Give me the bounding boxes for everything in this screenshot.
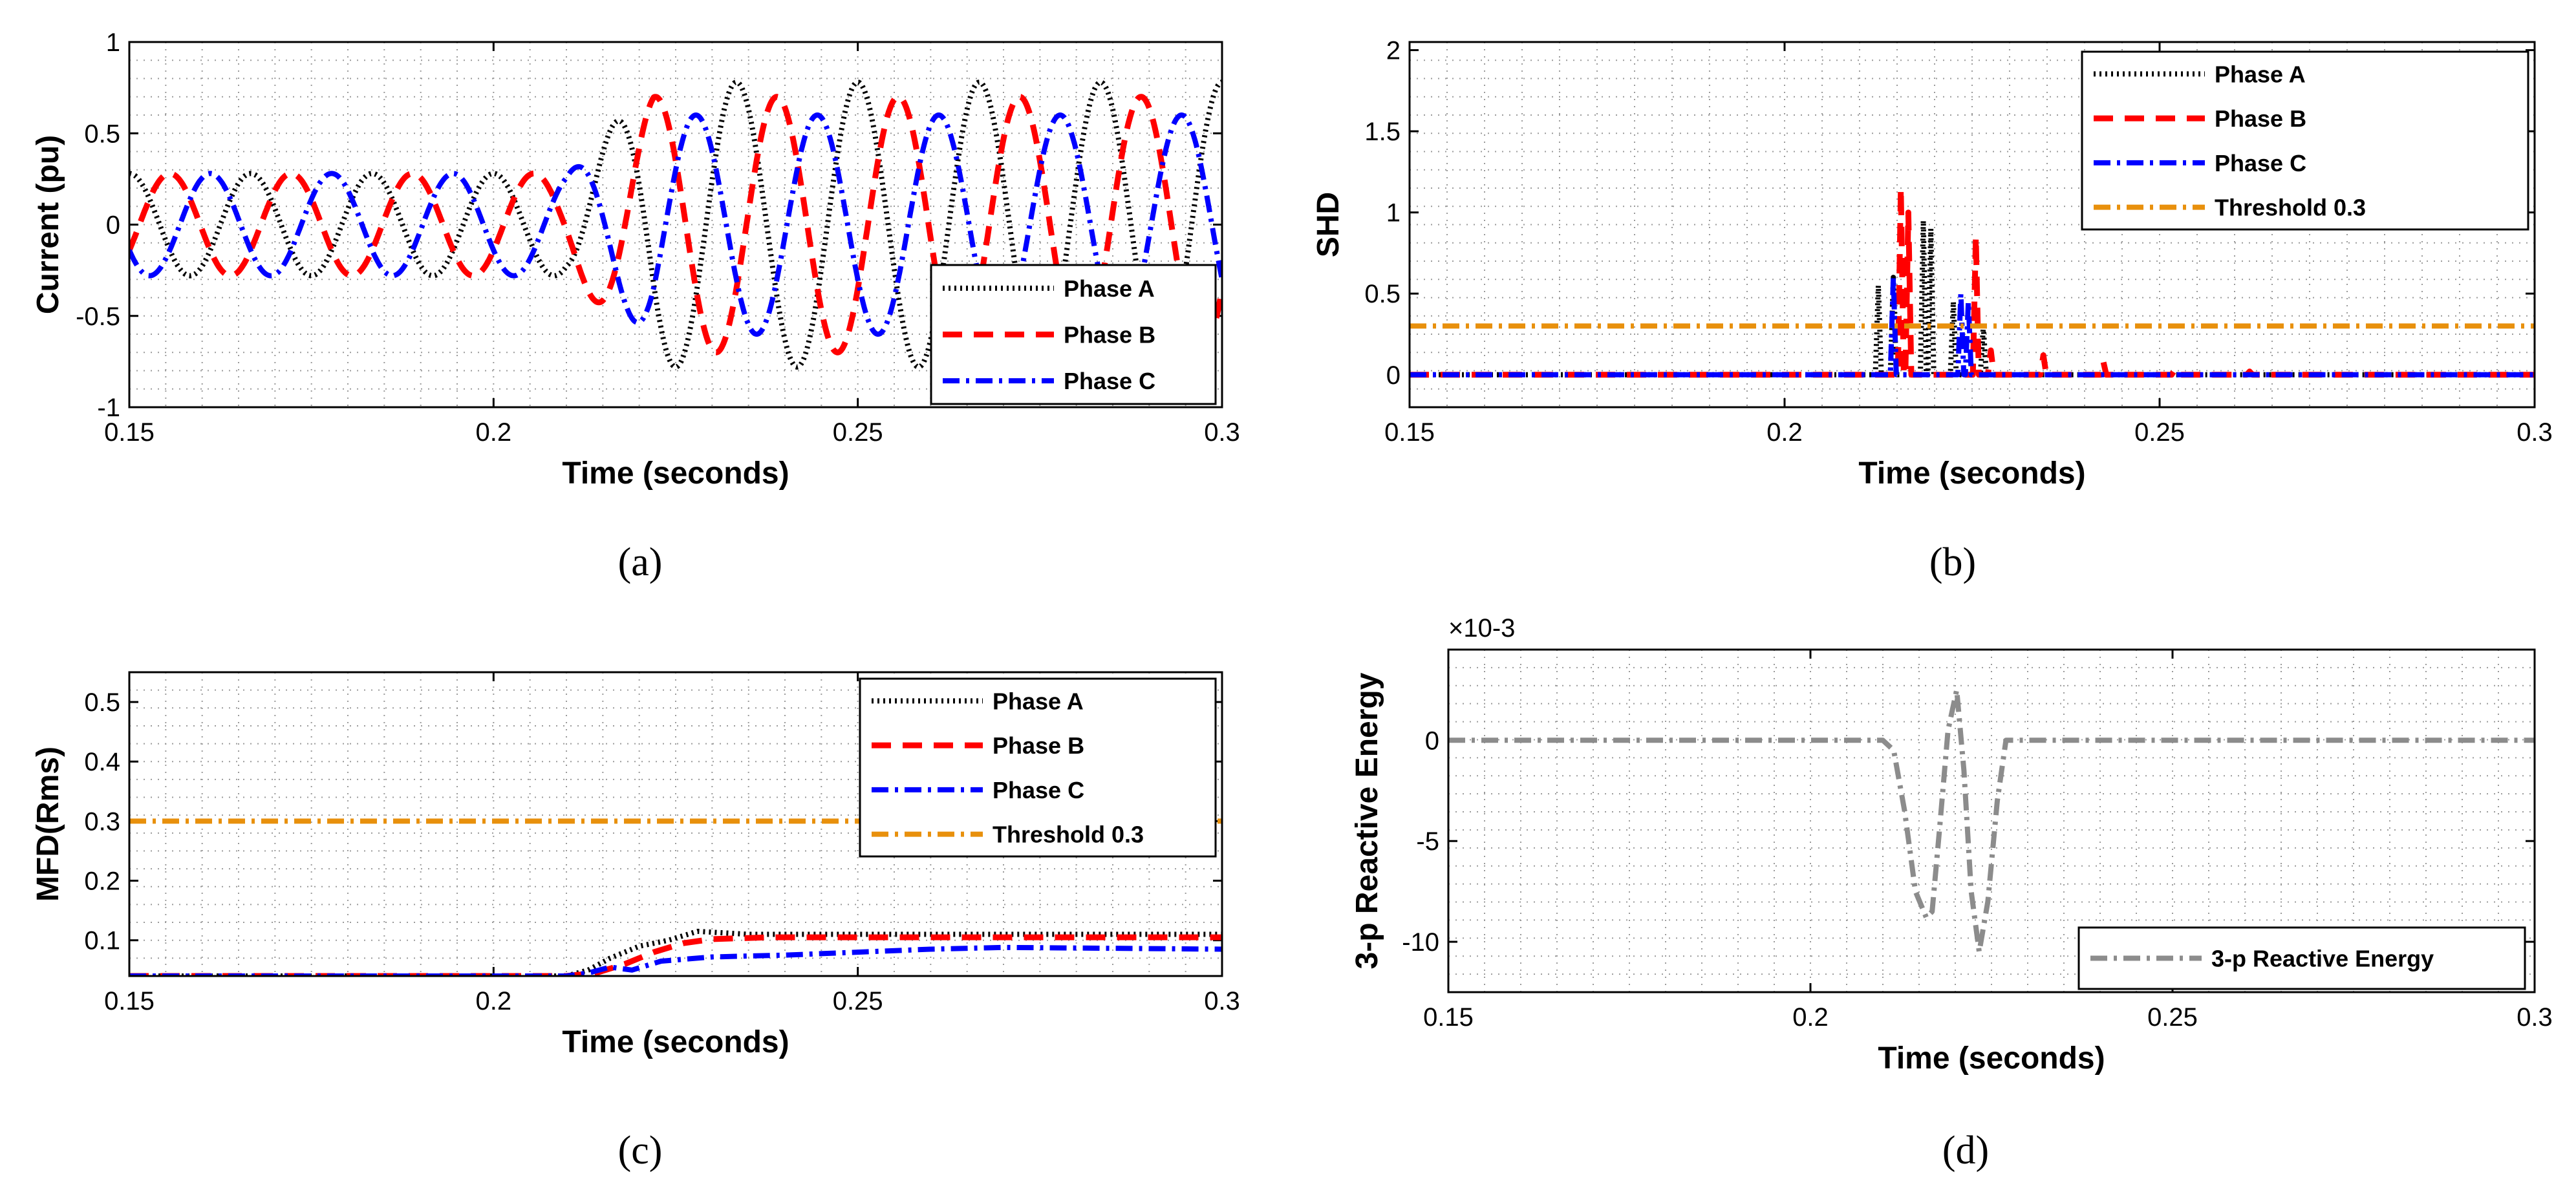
legend-entry: Phase B	[2215, 105, 2306, 132]
y-axis-label: 3-p Reactive Energy	[1350, 672, 1384, 969]
legend-entry: Phase C	[993, 777, 1084, 803]
plot-frame-a	[128, 41, 1223, 409]
plot-frame-b	[1408, 41, 2536, 409]
y-tick-label: 0.4	[84, 748, 120, 776]
legend-box	[2077, 926, 2526, 990]
series-group-c	[129, 818, 1222, 976]
y-scale-label: ×10-3	[1448, 614, 1515, 642]
caption-b: (b)	[1929, 540, 1976, 584]
y-tick-label: 0	[106, 211, 120, 240]
x-tick-label: 0.25	[2134, 418, 2185, 447]
x-axis-label: Time (seconds)	[1878, 1041, 2105, 1076]
caption-d: (d)	[1942, 1129, 1989, 1172]
x-tick-label: 0.3	[2517, 418, 2553, 447]
plot-frame-d	[1447, 648, 2536, 993]
x-tick-label: 0.25	[2147, 1003, 2198, 1032]
legend-entry: Phase B	[1064, 322, 1155, 348]
x-axis-label: Time (seconds)	[1858, 456, 2085, 491]
y-tick-label: -0.5	[76, 302, 120, 331]
legend-entry: Phase A	[2215, 61, 2306, 87]
series-phase-c	[129, 944, 1222, 976]
caption-a: (a)	[618, 540, 663, 584]
series-group-b	[1410, 185, 2535, 378]
y-tick-label: 0.5	[1364, 280, 1401, 308]
chart-c: 0.15 0.2 0.25 0.3 0.1 0.2 0.3 0.4 0.5 Time (secon…	[31, 671, 1240, 1172]
legend-entry: Threshold 0.3	[993, 822, 1144, 848]
legend-entry: Phase A	[993, 688, 1084, 714]
legend-entry: Phase B	[993, 732, 1084, 759]
x-tick-label: 0.15	[1384, 418, 1435, 447]
y-tick-label: 0	[1386, 361, 1401, 390]
x-axis-label: Time (seconds)	[562, 1025, 789, 1059]
series-3-p-reactive-energy	[1448, 687, 2535, 955]
y-tick-label: -10	[1402, 928, 1439, 957]
y-axis-label: MFD(Rms)	[31, 747, 65, 902]
chart-a: 0.15 0.2 0.25 0.3 -1 -0.5 0 0.5 1 Time (seconds) C…	[31, 28, 1240, 584]
y-axis-label: Current (pu)	[31, 135, 65, 314]
caption-c: (c)	[618, 1129, 663, 1172]
y-tick-label: 0.5	[84, 688, 120, 717]
x-axis-label: Time (seconds)	[562, 456, 789, 491]
series-group-d	[1448, 687, 2535, 955]
legend-entry: Phase A	[1064, 275, 1155, 302]
x-tick-label: 0.25	[833, 987, 883, 1015]
chart-b: 0.15 0.2 0.25 0.3 0 0.5 1 1.5 2 Time (seconds) SHD…	[1311, 37, 2553, 584]
series-phase-b	[129, 934, 1222, 976]
x-tick-label: 0.2	[476, 987, 512, 1015]
x-tick-label: 0.3	[1204, 987, 1240, 1015]
legend-entry: Phase C	[2215, 150, 2306, 176]
x-tick-label: 0.15	[1423, 1003, 1474, 1032]
legend-entry: Phase C	[1064, 368, 1155, 394]
y-axis-label: SHD	[1311, 192, 1346, 257]
x-tick-label: 0.3	[1204, 418, 1240, 447]
y-tick-label: 1.5	[1364, 118, 1401, 146]
x-tick-label: 0.2	[476, 418, 512, 447]
y-tick-label: 0.1	[84, 927, 120, 955]
y-tick-label: 0.3	[84, 807, 120, 836]
y-tick-label: 0	[1425, 727, 1439, 755]
y-tick-label: 1	[106, 28, 120, 57]
legend-box	[859, 677, 1217, 858]
y-tick-label: 0.2	[84, 867, 120, 896]
y-tick-label: 0.5	[84, 120, 120, 148]
y-tick-label: -5	[1416, 827, 1439, 856]
series-phase-c	[129, 112, 1222, 337]
x-tick-label: 0.25	[833, 418, 883, 447]
legend-entry: 3-p Reactive Energy	[2211, 946, 2434, 972]
y-tick-label: -1	[97, 394, 120, 422]
x-tick-label: 0.15	[104, 987, 155, 1015]
x-tick-label: 0.2	[1792, 1003, 1829, 1032]
x-tick-label: 0.2	[1766, 418, 1803, 447]
legend-entry: Threshold 0.3	[2215, 195, 2366, 221]
y-tick-label: 2	[1386, 37, 1401, 65]
chart-d: 0.15 0.2 0.25 0.3 -10 -5 0 Time (seconds) 3-p Re…	[1350, 614, 2553, 1172]
plot-frame-c	[128, 671, 1223, 977]
series-phase-c	[1410, 275, 2535, 377]
y-tick-label: 1	[1386, 199, 1401, 228]
x-tick-label: 0.15	[104, 418, 155, 447]
legend-box	[2081, 50, 2529, 231]
x-tick-label: 0.3	[2517, 1003, 2553, 1032]
